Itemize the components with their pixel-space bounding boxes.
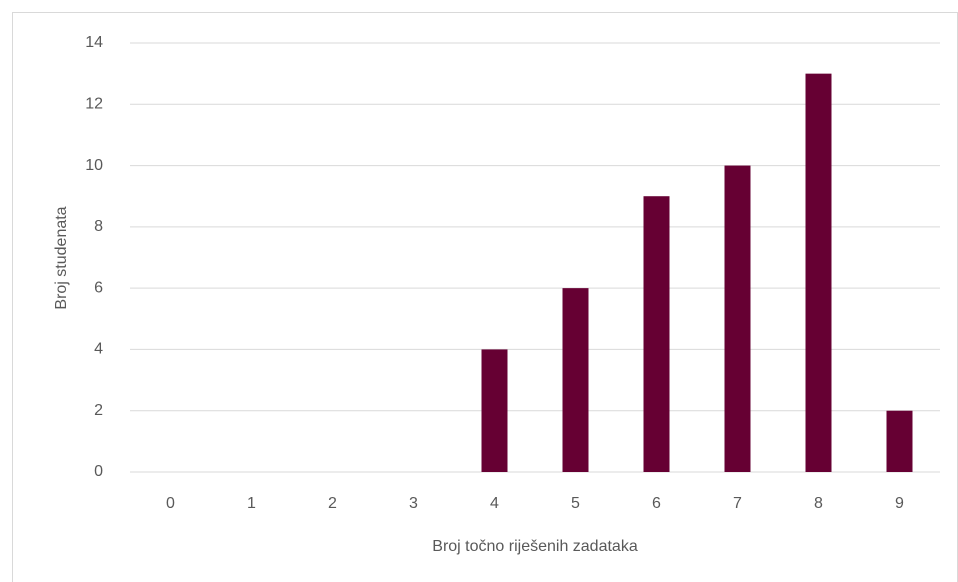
- x-tick-label: 4: [490, 495, 499, 512]
- x-tick-label: 9: [895, 495, 904, 512]
- bar: [886, 410, 913, 472]
- y-tick-label: 6: [94, 279, 103, 296]
- y-tick-label: 0: [94, 463, 103, 480]
- x-tick-label: 7: [733, 495, 742, 512]
- bar: [562, 288, 589, 472]
- x-tick-label: 6: [652, 495, 661, 512]
- x-tick-label: 3: [409, 495, 418, 512]
- x-tick-label: 8: [814, 495, 823, 512]
- y-tick-label: 12: [85, 96, 103, 113]
- x-tick-label: 1: [247, 495, 256, 512]
- y-tick-label: 2: [94, 402, 103, 419]
- x-tick-label: 2: [328, 495, 337, 512]
- bar: [481, 349, 508, 472]
- y-tick-label: 10: [85, 157, 103, 174]
- x-tick-label: 5: [571, 495, 580, 512]
- y-tick-label: 4: [94, 341, 103, 358]
- y-tick-label: 14: [85, 34, 103, 51]
- bar: [805, 73, 832, 473]
- bar: [643, 196, 670, 472]
- x-tick-label: 0: [166, 495, 175, 512]
- chart-border: [12, 12, 958, 582]
- bar: [724, 165, 751, 473]
- y-tick-label: 8: [94, 218, 103, 235]
- y-axis-label: Broj studenata: [53, 206, 70, 309]
- x-axis-label: Broj točno riješenih zadataka: [432, 538, 638, 555]
